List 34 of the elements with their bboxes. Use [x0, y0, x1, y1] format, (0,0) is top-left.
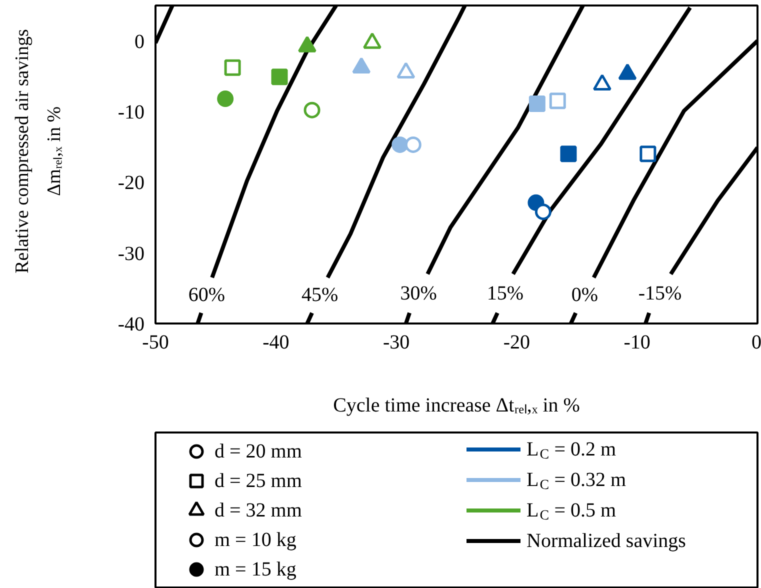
- y-axis-title: Relative compressed air savings Δmᵣₑₗ,ₓ in %: [12, 29, 65, 274]
- annotation: 45%: [302, 284, 338, 306]
- point: [592, 74, 612, 91]
- legend-label: Normalized savings: [526, 530, 686, 552]
- point: [534, 204, 552, 220]
- x-tick-label: -30: [382, 332, 410, 354]
- x-tick-label: 0: [752, 332, 761, 354]
- point: [362, 32, 382, 49]
- legend-label: d = 25 mm: [214, 470, 302, 492]
- annotation: -15%: [638, 282, 682, 304]
- annotation: 15%: [486, 282, 524, 304]
- legend-label: d = 20 mm: [214, 440, 302, 462]
- y-tick-label: 0: [134, 30, 144, 53]
- point: [224, 59, 241, 76]
- x-tick-label: -50: [142, 332, 169, 354]
- point: [396, 62, 416, 78]
- point: [304, 102, 320, 118]
- x-tick-label: -40: [262, 332, 290, 354]
- legend-label: d = 32 mm: [214, 500, 302, 522]
- annotation: 0%: [571, 284, 598, 306]
- legend-label: m = 10 kg: [214, 529, 296, 551]
- point: [404, 136, 422, 153]
- y-tick-label: -10: [118, 102, 145, 124]
- annotation: 60%: [188, 284, 226, 306]
- point: [640, 146, 656, 162]
- annotation: 30%: [400, 282, 437, 304]
- legend-label: m = 15 kg: [214, 558, 296, 580]
- y-tick-label: -30: [118, 242, 145, 265]
- point: [549, 92, 566, 110]
- x-axis-title: Cycle time increase Δtᵣₑₗ,ₓ in %: [333, 394, 580, 416]
- x-tick-label: -20: [503, 332, 530, 354]
- y-tick-label: -20: [118, 172, 145, 194]
- x-tick-label: -10: [624, 332, 650, 354]
- y-tick-label: -40: [118, 314, 145, 336]
